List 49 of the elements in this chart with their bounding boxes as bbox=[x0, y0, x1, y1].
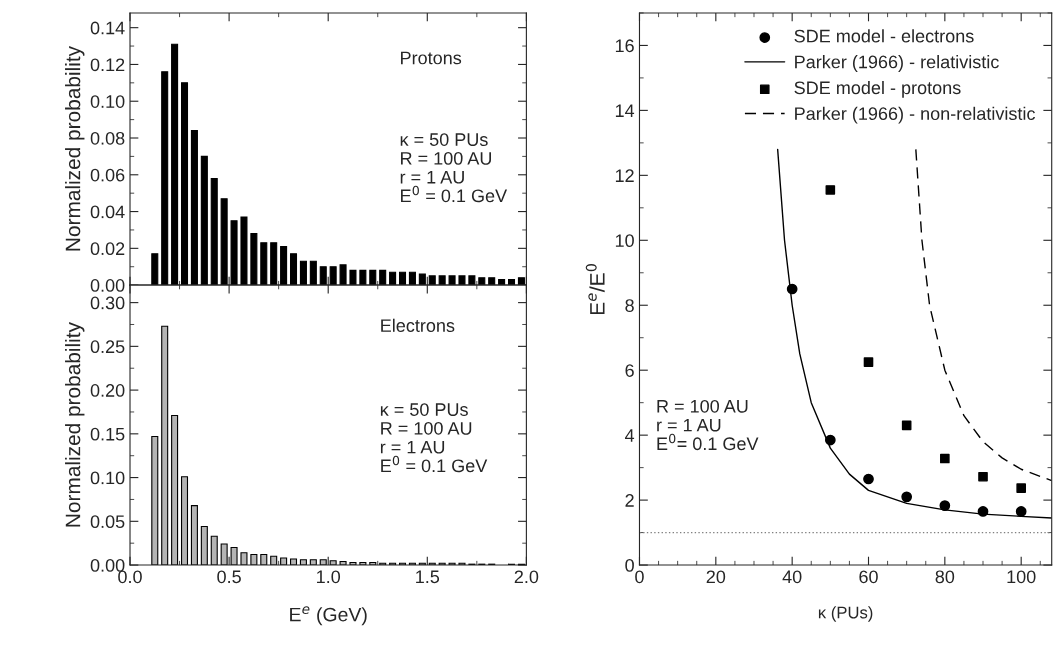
y-tick-label: 0.25 bbox=[90, 340, 125, 354]
x-tick-label: 0 bbox=[635, 570, 644, 584]
x-tick-label: 1.5 bbox=[416, 570, 440, 584]
annotation: κ = 50 PUs R = 100 AU r = 1 AU E$^{0}$ = 0.1 GeV bbox=[400, 133, 508, 203]
x-tick-label: 1.0 bbox=[317, 570, 341, 584]
y-tick-label: 6 bbox=[625, 364, 634, 377]
y-tick-label: 0.08 bbox=[90, 131, 125, 145]
y-tick-label: 12 bbox=[615, 169, 634, 182]
annotation: Electrons bbox=[381, 318, 455, 332]
x-tick-label: 40 bbox=[782, 570, 802, 584]
legend-label: SDE model - protons bbox=[794, 80, 961, 98]
y-tick-label: 0.05 bbox=[90, 515, 125, 529]
legend-label: Parker (1966) - relativistic bbox=[795, 55, 999, 72]
x-tick-label: 60 bbox=[859, 570, 878, 584]
legend-label: Parker (1966) - non-relativistic bbox=[795, 106, 1035, 124]
y-tick-label: 0 bbox=[625, 558, 634, 572]
x-tick-label: 80 bbox=[935, 570, 955, 584]
y-axis-title: Normalized probability bbox=[65, 322, 85, 527]
y-tick-label: 16 bbox=[615, 39, 634, 53]
annotation: R = 100 AU r = 1 AU E$^{0}$= 0.1 GeV bbox=[657, 399, 759, 451]
y-tick-label: 14 bbox=[615, 104, 635, 117]
y-tick-label: 0.00 bbox=[90, 558, 125, 572]
y-tick-label: 0.10 bbox=[90, 95, 125, 108]
x-axis-title: κ (PUs) bbox=[818, 606, 873, 622]
x-tick-label: 0.5 bbox=[217, 570, 241, 584]
x-tick-label: 0.0 bbox=[118, 570, 142, 584]
y-tick-label: 8 bbox=[625, 299, 634, 312]
y-tick-label: 0.12 bbox=[90, 58, 125, 72]
annotation: κ = 50 PUs R = 100 AU r = 1 AU E$^{0}$ = 0.1 GeV bbox=[380, 403, 488, 473]
annotation: Protons bbox=[401, 51, 462, 65]
y-tick-label: 0.04 bbox=[90, 205, 125, 219]
y-tick-label: 0.00 bbox=[90, 279, 125, 292]
y-axis-title: E$^{e}$/E$^{0}$ bbox=[585, 263, 605, 315]
y-tick-label: 2 bbox=[625, 494, 634, 507]
y-tick-label: 0.20 bbox=[90, 384, 125, 397]
x-tick-label: 2.0 bbox=[514, 570, 539, 584]
y-tick-label: 0.06 bbox=[90, 168, 125, 182]
y-tick-label: 0.15 bbox=[90, 427, 125, 441]
y-tick-label: 0.02 bbox=[90, 242, 125, 256]
y-tick-label: 0.14 bbox=[90, 21, 125, 35]
legend-label: SDE model - electrons bbox=[794, 29, 974, 43]
y-tick-label: 4 bbox=[625, 429, 635, 442]
y-tick-label: 0.10 bbox=[90, 471, 125, 485]
y-tick-label: 0.30 bbox=[90, 296, 125, 310]
y-tick-label: 10 bbox=[615, 234, 634, 248]
x-tick-label: 20 bbox=[706, 570, 726, 584]
x-tick-label: 100 bbox=[1007, 570, 1036, 584]
y-axis-title: Normalized probability bbox=[65, 46, 85, 251]
x-axis-title: E$^{e}$ (GeV) bbox=[290, 606, 367, 626]
